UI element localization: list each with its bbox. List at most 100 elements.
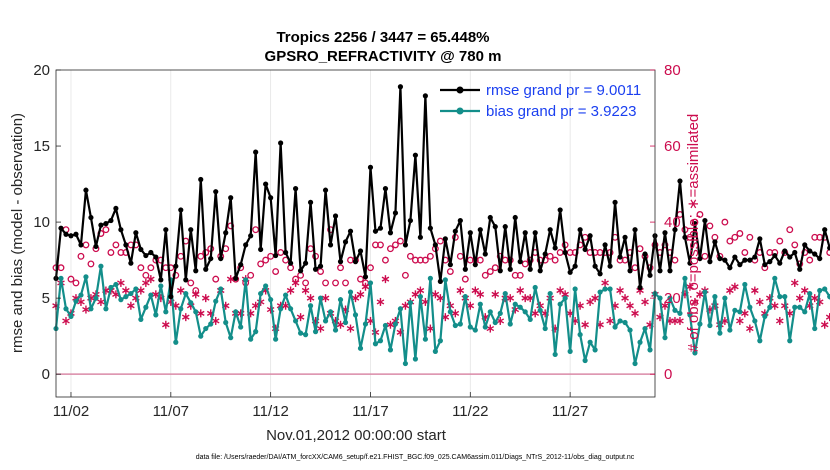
bias-point	[537, 307, 543, 313]
assimilated-marker-stroke	[591, 295, 599, 301]
bias-point	[223, 319, 229, 326]
rmse-point	[283, 249, 289, 256]
rmse-point	[542, 251, 548, 257]
rmse-point	[787, 254, 793, 260]
possible-marker	[746, 233, 754, 241]
x-tick-label: 11/17	[352, 403, 388, 420]
bias-point	[767, 304, 773, 310]
bias-point	[637, 339, 643, 345]
bias-point	[387, 347, 394, 353]
rmse-point	[402, 242, 409, 248]
assimilated-marker-stroke	[746, 325, 754, 332]
rmse-point	[812, 251, 818, 257]
bias-point	[128, 290, 134, 297]
x-tick-label: 11/12	[252, 403, 288, 420]
rmse-point	[382, 186, 389, 192]
possible-marker	[711, 233, 719, 241]
rmse-point	[827, 245, 830, 251]
assimilated-marker	[381, 275, 390, 284]
bias-point	[228, 335, 234, 341]
rmse-point	[397, 84, 404, 90]
assimilated-marker-stroke	[296, 314, 305, 320]
assimilated-marker-stroke	[356, 291, 365, 297]
bias-point	[772, 275, 778, 281]
assimilated-marker	[191, 290, 200, 299]
bias-point	[332, 327, 339, 333]
assimilated-marker	[147, 275, 155, 284]
bias-point	[562, 295, 568, 301]
assimilated-marker	[211, 316, 220, 325]
bias-point	[327, 309, 334, 315]
bias-point	[802, 309, 808, 315]
assimilated-marker-stroke	[97, 299, 105, 305]
assimilated-marker-stroke	[795, 295, 804, 301]
rmse-point	[712, 239, 718, 245]
assimilated-marker-stroke	[756, 299, 764, 305]
bias-point	[492, 319, 498, 326]
rmse-point	[782, 248, 788, 254]
assimilated-marker-stroke	[266, 306, 275, 313]
rmse-point	[607, 263, 613, 269]
assimilated-marker-stroke	[411, 291, 420, 297]
possible-marker	[102, 226, 110, 234]
assimilated-marker	[556, 286, 564, 295]
rmse-point	[93, 243, 99, 250]
bias-point	[572, 286, 578, 292]
bias-point	[63, 306, 69, 312]
rmse-point	[168, 294, 174, 300]
rmse-point	[717, 255, 723, 262]
rmse-point	[647, 272, 653, 278]
bias-point	[797, 304, 803, 310]
rmse-point	[73, 231, 79, 237]
assimilated-marker	[176, 286, 185, 295]
assimilated-marker-stroke	[381, 276, 390, 282]
bias-point	[722, 295, 728, 301]
assimilated-marker	[77, 297, 85, 306]
rmse-point	[143, 252, 149, 259]
possible-marker	[661, 241, 669, 249]
rmse-point	[517, 259, 523, 265]
assimilated-marker	[626, 301, 634, 310]
plot-frame	[55, 69, 656, 398]
bias-point	[812, 325, 818, 332]
assimilated-marker-stroke	[800, 287, 809, 294]
bias-point	[283, 292, 289, 298]
rmse-point	[492, 224, 498, 230]
bias-point	[322, 318, 329, 324]
bias-point	[617, 318, 623, 324]
possible-marker	[446, 268, 454, 275]
rmse-point	[163, 227, 169, 233]
bias-point	[273, 336, 279, 342]
bias-point	[437, 338, 443, 344]
rmse-point	[577, 227, 583, 233]
rmse-point	[248, 233, 254, 239]
assimilated-marker	[641, 297, 649, 306]
bias-point	[342, 319, 349, 326]
bias-point	[517, 304, 523, 310]
legend: rmse grand pr = 9.0011 bias grand pr = 3…	[440, 82, 641, 120]
assimilated-marker-stroke	[621, 295, 629, 301]
rmse-point	[347, 228, 354, 234]
assimilated-marker	[451, 309, 460, 318]
assimilated-marker-stroke	[346, 325, 355, 332]
data-file-footnote: data file: /Users/raeder/DAI/ATM_forcXX/…	[196, 454, 635, 461]
possible-marker	[332, 279, 339, 287]
bias-point	[133, 286, 139, 292]
bias-point	[412, 356, 418, 362]
assimilated-marker-stroke	[431, 291, 440, 297]
rmse-point	[622, 234, 628, 240]
bias-point	[382, 322, 389, 329]
possible-marker	[67, 275, 75, 283]
assimilated-marker	[586, 297, 594, 306]
bias-point	[462, 294, 468, 300]
assimilated-marker	[456, 286, 465, 295]
assimilated-marker	[671, 316, 679, 325]
rmse-point	[762, 262, 768, 268]
rmse-point	[497, 268, 503, 274]
possible-marker	[147, 264, 155, 272]
possible-marker	[671, 256, 679, 264]
possible-marker	[731, 233, 739, 241]
bias-point	[702, 289, 708, 295]
possible-marker	[57, 264, 65, 272]
bias-point	[297, 330, 304, 336]
